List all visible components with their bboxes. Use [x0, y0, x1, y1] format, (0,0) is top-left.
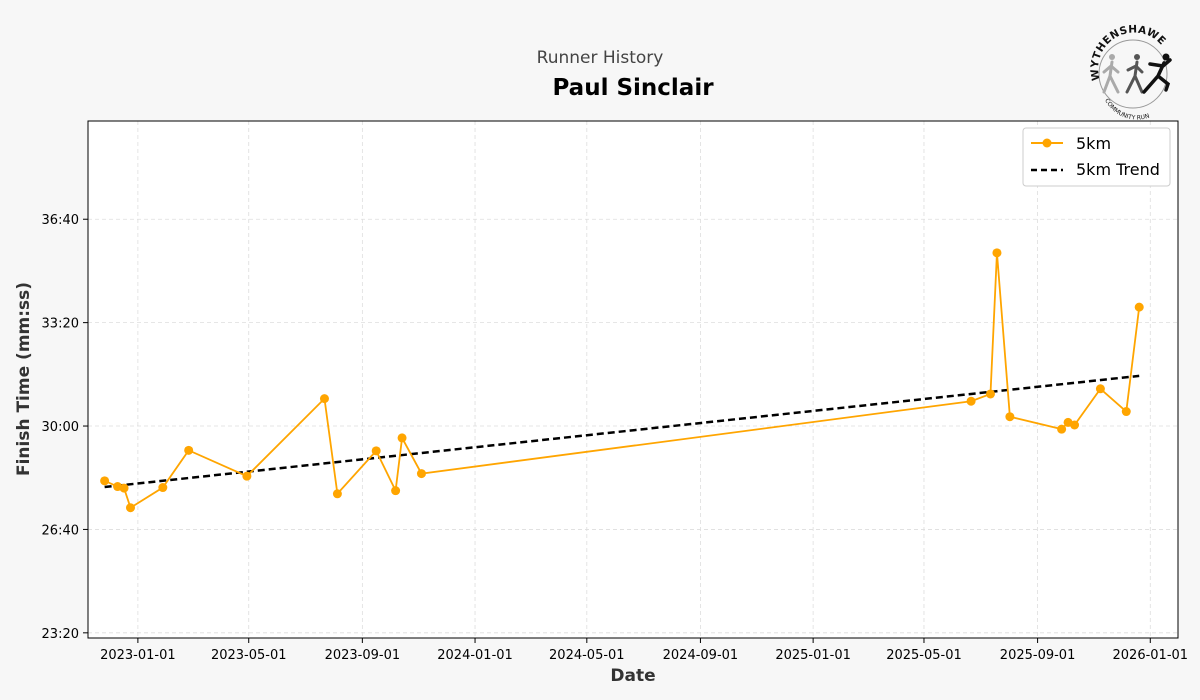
x-tick-label: 2024-09-01	[663, 648, 739, 663]
logo-name-text: WYTHENSHAWE	[1089, 24, 1168, 82]
data-point	[242, 471, 252, 481]
y-axis-label: Finish Time (mm:ss)	[14, 282, 34, 476]
chart-legend: 5km 5km Trend	[1022, 127, 1171, 187]
logo-subtitle-text: COMMUNITY RUN	[1103, 97, 1150, 121]
y-tick-label: 26:40	[42, 523, 79, 538]
x-tick-label: 2026-01-01	[1113, 648, 1189, 663]
runner-figure-mid-icon	[1125, 54, 1144, 94]
data-point	[416, 469, 426, 479]
grid-lines	[88, 121, 1178, 638]
data-point	[1005, 412, 1015, 422]
x-axis-label: Date	[610, 666, 655, 686]
data-point	[985, 389, 995, 399]
chart-title: Paul Sinclair	[552, 75, 714, 101]
wythenshawe-logo: WYTHENSHAWE COMMUNITY RUN	[1089, 24, 1172, 122]
data-point	[158, 483, 168, 493]
x-tick-label: 2023-05-01	[211, 648, 287, 663]
y-tick-label: 23:20	[42, 627, 79, 642]
data-point	[184, 445, 194, 455]
data-point	[100, 476, 110, 486]
plot-background	[88, 121, 1178, 638]
data-point	[966, 396, 976, 406]
legend-trend-label: 5km Trend	[1076, 160, 1160, 179]
legend-5km-label: 5km	[1076, 134, 1111, 153]
data-point	[1070, 420, 1080, 430]
data-point	[1121, 407, 1131, 417]
data-point	[992, 248, 1002, 258]
logo-ring	[1098, 39, 1168, 109]
runner-figure-dark-icon	[1142, 53, 1172, 94]
series-layer	[100, 248, 1144, 513]
x-axis-ticks: 2023-01-01 2023-05-01 2023-09-01 2024-01-01…	[100, 638, 1188, 663]
x-tick-label: 2025-05-01	[886, 648, 962, 663]
svg-text:COMMUNITY RUN: COMMUNITY RUN	[1103, 97, 1150, 121]
x-tick-label: 2023-01-01	[100, 648, 176, 663]
data-point	[1057, 424, 1067, 434]
y-tick-label: 30:00	[42, 420, 79, 435]
data-point	[119, 483, 129, 493]
x-tick-label: 2024-01-01	[437, 648, 513, 663]
data-point	[125, 503, 135, 513]
y-tick-label: 33:20	[42, 317, 79, 332]
data-point	[391, 486, 401, 496]
data-point	[371, 446, 381, 456]
y-tick-label: 36:40	[42, 213, 79, 228]
x-tick-label: 2025-09-01	[1000, 648, 1076, 663]
x-tick-label: 2025-01-01	[775, 648, 851, 663]
x-tick-label: 2024-05-01	[549, 648, 625, 663]
data-point	[1134, 302, 1144, 312]
data-point	[1095, 384, 1105, 394]
data-point	[332, 489, 342, 499]
data-point	[397, 433, 407, 443]
x-tick-label: 2023-09-01	[325, 648, 401, 663]
figure-suptitle: Runner History	[537, 48, 664, 68]
trend-line	[104, 374, 1140, 489]
runner-figure-light-icon	[1102, 54, 1120, 94]
plot-frame	[87, 120, 1179, 639]
svg-text:WYTHENSHAWE: WYTHENSHAWE	[1089, 24, 1168, 82]
y-axis-ticks: 23:20 26:40 30:00 33:20 36:40	[42, 213, 88, 642]
legend-5km-marker	[1042, 138, 1052, 148]
data-point	[319, 394, 329, 404]
